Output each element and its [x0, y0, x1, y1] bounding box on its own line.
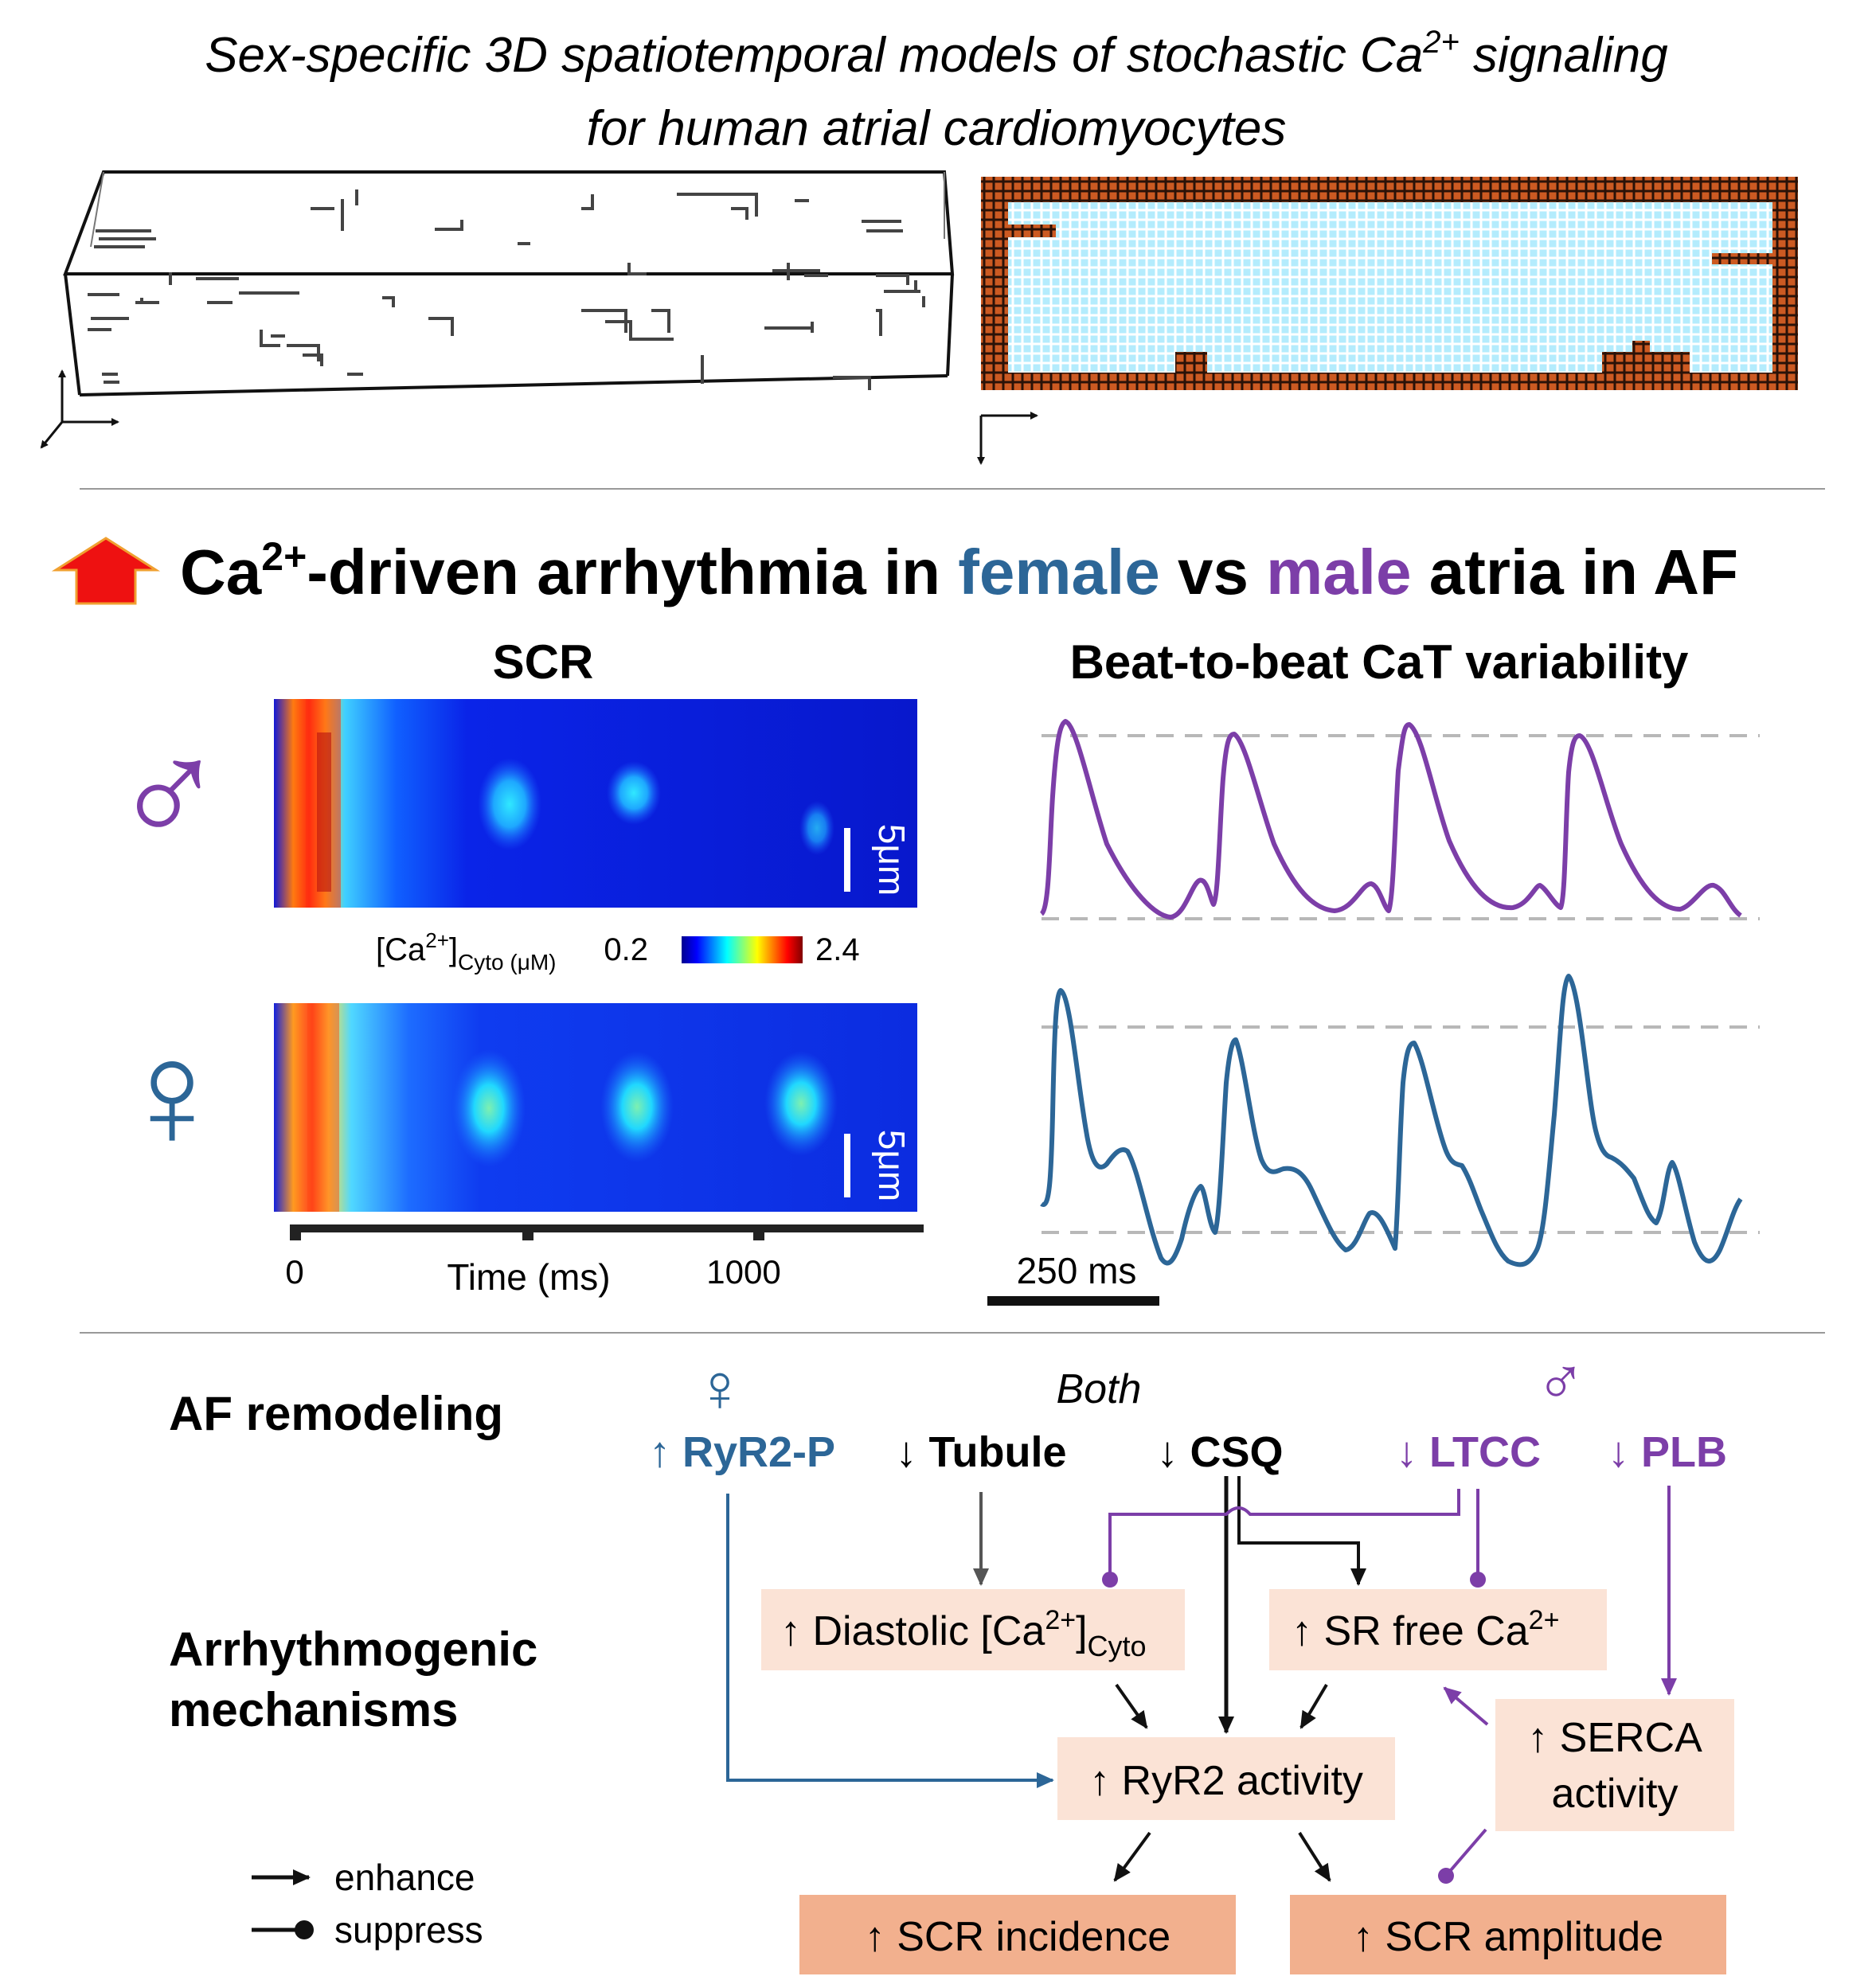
- scr-amplitude-box: [1290, 1895, 1726, 1974]
- legend-enhance-label: enhance: [334, 1857, 475, 1898]
- scr-incidence-label: ↑ SCR incidence: [865, 1914, 1170, 1960]
- enhance-arrows: [726, 1476, 1677, 1882]
- time-axis: 0 Time (ms) 1000: [285, 1224, 924, 1298]
- ryr2p-to-ryr2-arrow: [726, 1494, 1054, 1788]
- serca-to-amplitude-suppress: [1438, 1828, 1487, 1884]
- up-arrow-icon: [51, 537, 161, 605]
- axes-3d-icon: [40, 369, 119, 449]
- headline: Ca2+-driven arrhythmia in female vs male…: [180, 534, 1738, 607]
- serca-activity-box: [1495, 1699, 1734, 1831]
- plb-label: ↓ PLB: [1608, 1428, 1727, 1476]
- male-cat-trace: [1039, 719, 1742, 920]
- female-symbol-icon: ♀: [115, 1010, 229, 1179]
- serca-label-1: ↑ SERCA: [1527, 1715, 1702, 1761]
- cell-3d-model: [63, 170, 955, 396]
- legend: enhance suppress: [252, 1857, 483, 1951]
- ryr2-to-amplitude-arrow: [1298, 1831, 1331, 1882]
- serca-label-2: activity: [1552, 1771, 1679, 1817]
- cat-dashed-guides: [1042, 734, 1760, 1234]
- ryr2-p-label: ↑ RyR2-P: [649, 1428, 835, 1476]
- diastolic-ca-box: [761, 1589, 1185, 1670]
- legend-suppress-dot: [295, 1920, 314, 1939]
- female-symbol-small-icon: ♀: [695, 1350, 745, 1425]
- ryr2-to-incidence-arrow: [1113, 1831, 1151, 1882]
- colorbar: [Ca2+]Cyto (μM) 0.2 2.4: [376, 928, 860, 974]
- mechanisms-label-1: Arrhythmogenic: [169, 1623, 537, 1676]
- ryr2-activity-box: [1057, 1737, 1395, 1820]
- cat-panel-title: Beat-to-beat CaT variability: [1070, 635, 1689, 689]
- male-symbol-icon: ♂: [112, 709, 226, 878]
- serca-to-sr-arrow: [1443, 1686, 1489, 1726]
- scr-panel-title: SCR: [493, 635, 594, 689]
- scr-amplitude-label: ↑ SCR amplitude: [1353, 1914, 1663, 1960]
- csq-to-sr-arrow: [1237, 1476, 1366, 1586]
- time-scalebar-label: 250 ms: [1017, 1250, 1137, 1291]
- sr-free-ca-box: [1269, 1589, 1607, 1670]
- diastolic-to-ryr2-arrow: [1115, 1683, 1148, 1729]
- axes-2d-icon: [977, 412, 1038, 465]
- scr-heatmap-female: 5μm: [274, 1003, 917, 1212]
- scalebar-label-female: 5μm: [871, 1130, 913, 1201]
- colorbar-min: 0.2: [604, 932, 648, 967]
- cell-cross-section-grid: [981, 177, 1798, 390]
- scr-incidence-box: [799, 1895, 1236, 1974]
- diastolic-ca-label: ↑ Diastolic [Ca2+]Cyto: [780, 1605, 1147, 1662]
- scr-heatmap-male: 5μm: [274, 699, 917, 908]
- time-scalebar: 250 ms: [987, 1250, 1159, 1306]
- tubule-label: ↓ Tubule: [896, 1428, 1067, 1476]
- time-axis-label: Time (ms): [447, 1256, 610, 1298]
- male-symbol-small-icon: ♂: [1536, 1344, 1586, 1419]
- sr-free-ca-label: ↑ SR free Ca2+: [1292, 1605, 1559, 1654]
- mechanisms-label-2: mechanisms: [169, 1683, 459, 1736]
- time-tick-0: 0: [285, 1253, 303, 1291]
- colorbar-label: [Ca2+]Cyto (μM): [376, 928, 557, 974]
- suppress-connectors: [1102, 1489, 1487, 1884]
- title-line-2: for human atrial cardiomyocytes: [587, 101, 1287, 156]
- colorbar-max: 2.4: [815, 932, 860, 967]
- af-remodeling-label: AF remodeling: [169, 1387, 503, 1440]
- both-label: Both: [1057, 1366, 1142, 1412]
- ltcc-to-diastolic-suppress: [1102, 1489, 1460, 1588]
- ryr-cluster-lines: [88, 189, 925, 390]
- title-line-1: Sex-specific 3D spatiotemporal models of…: [205, 25, 1668, 83]
- legend-suppress-label: suppress: [334, 1909, 483, 1951]
- female-cat-trace: [1040, 974, 1743, 1267]
- csq-label: ↓ CSQ: [1156, 1428, 1283, 1476]
- ltcc-label: ↓ LTCC: [1396, 1428, 1541, 1476]
- scalebar-label-male: 5μm: [871, 824, 913, 896]
- sr-to-ryr2-arrow: [1299, 1683, 1328, 1729]
- time-tick-1000: 1000: [706, 1253, 780, 1291]
- ryr2-activity-label: ↑ RyR2 activity: [1089, 1758, 1363, 1804]
